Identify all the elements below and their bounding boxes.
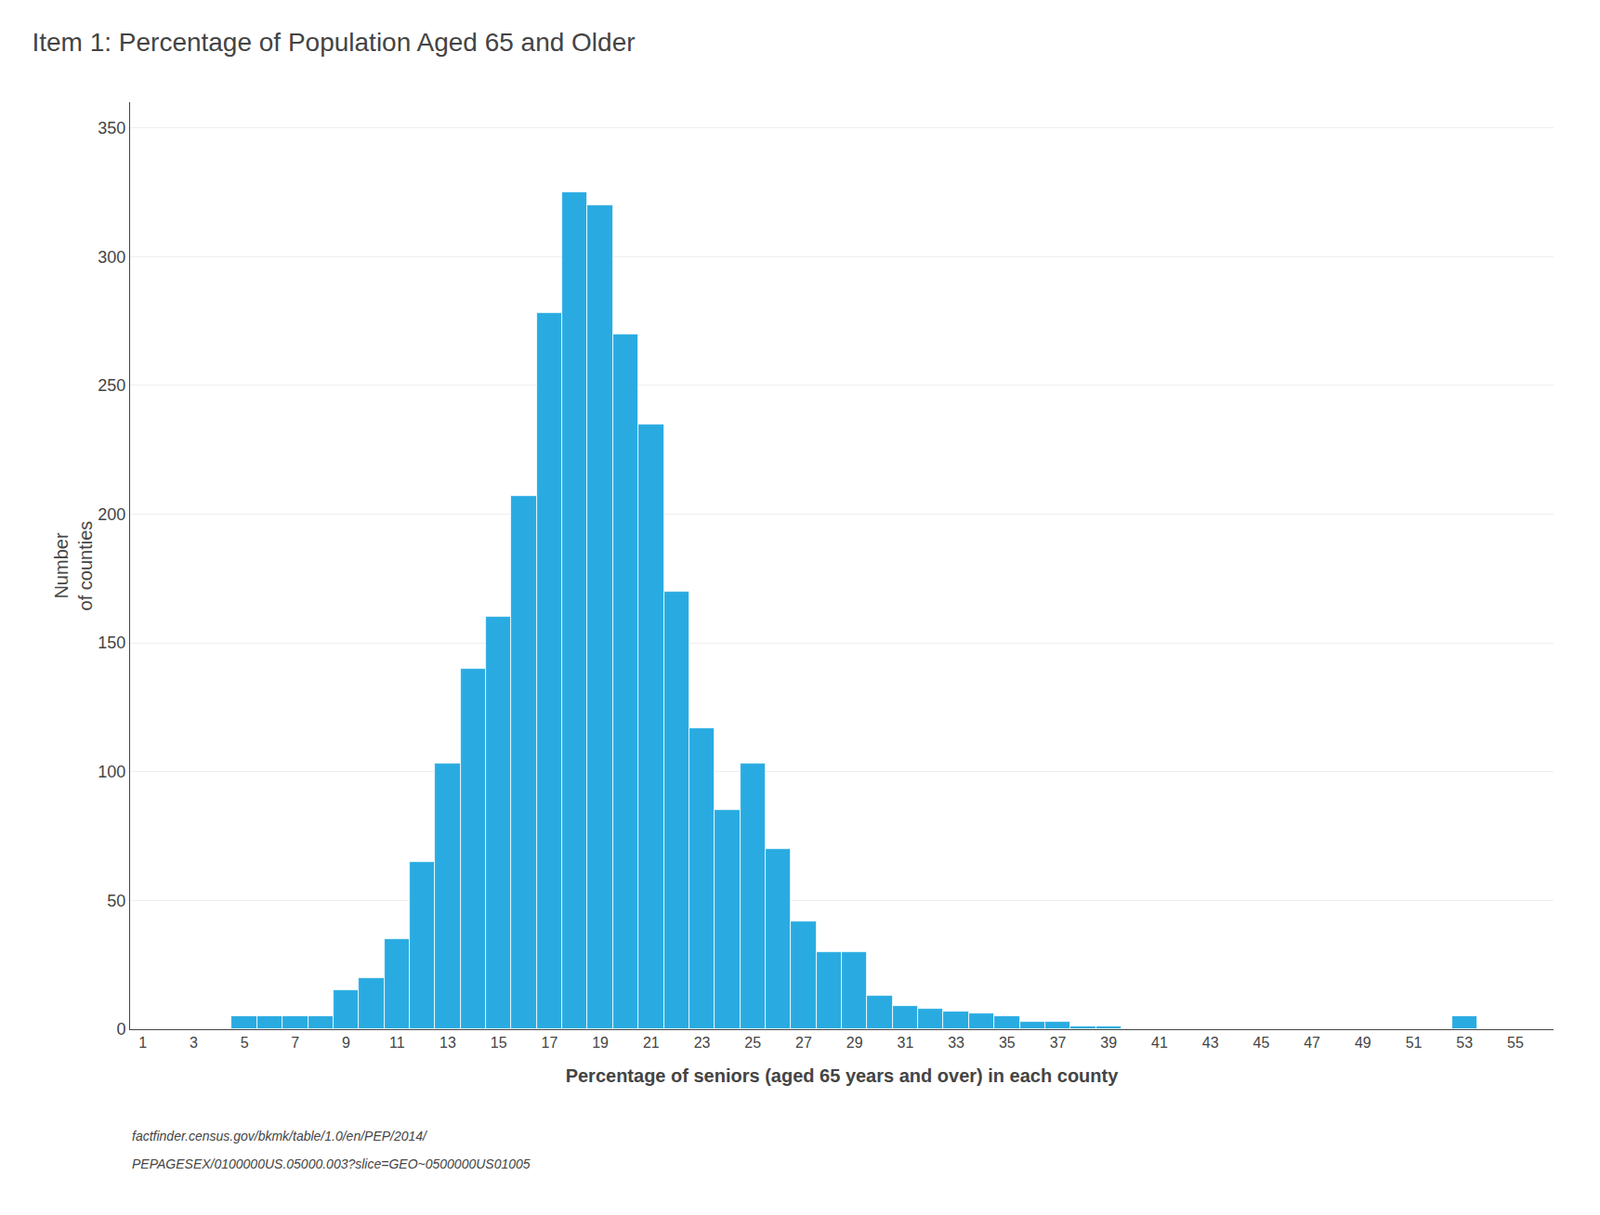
svg-text:5: 5 — [240, 1035, 250, 1051]
svg-text:350: 350 — [97, 118, 126, 138]
svg-text:53: 53 — [1455, 1035, 1473, 1051]
svg-text:17: 17 — [540, 1035, 558, 1051]
svg-text:50: 50 — [106, 891, 126, 911]
svg-text:factfinder.census.gov/bkmk/tab: factfinder.census.gov/bkmk/table/1.0/en/… — [131, 1128, 429, 1144]
svg-text:0: 0 — [116, 1020, 126, 1039]
svg-text:7: 7 — [290, 1035, 300, 1051]
svg-text:47: 47 — [1303, 1035, 1321, 1051]
svg-text:200: 200 — [97, 505, 126, 525]
svg-text:43: 43 — [1202, 1035, 1220, 1051]
svg-text:41: 41 — [1151, 1035, 1168, 1051]
svg-text:45: 45 — [1252, 1035, 1270, 1051]
svg-text:9: 9 — [341, 1035, 351, 1051]
svg-text:27: 27 — [795, 1035, 813, 1051]
svg-text:21: 21 — [642, 1035, 660, 1051]
svg-text:25: 25 — [744, 1035, 761, 1051]
svg-text:39: 39 — [1100, 1035, 1117, 1051]
svg-text:15: 15 — [490, 1035, 508, 1051]
svg-text:23: 23 — [694, 1035, 711, 1051]
svg-text:250: 250 — [97, 376, 126, 395]
svg-text:100: 100 — [97, 762, 126, 782]
svg-text:300: 300 — [97, 248, 126, 267]
svg-text:49: 49 — [1354, 1035, 1372, 1051]
svg-text:1: 1 — [138, 1035, 147, 1051]
svg-text:Item 1: Percentage of Populati: Item 1: Percentage of Population Aged 65… — [31, 27, 635, 57]
svg-text:13: 13 — [439, 1035, 457, 1051]
svg-text:35: 35 — [998, 1035, 1016, 1051]
svg-text:11: 11 — [389, 1035, 406, 1051]
svg-text:37: 37 — [1049, 1035, 1067, 1051]
svg-text:19: 19 — [591, 1035, 609, 1051]
svg-text:150: 150 — [97, 633, 126, 653]
svg-text:33: 33 — [947, 1035, 965, 1051]
svg-text:29: 29 — [846, 1035, 864, 1051]
svg-text:51: 51 — [1405, 1035, 1423, 1051]
svg-text:Percentage of seniors (aged 65: Percentage of seniors (aged 65 years and… — [565, 1065, 1120, 1087]
svg-text:3: 3 — [189, 1035, 198, 1051]
svg-text:Numberof counties: Numberof counties — [51, 521, 96, 612]
svg-text:31: 31 — [896, 1035, 914, 1051]
svg-text:PEPAGESEX/0100000US.05000.003?: PEPAGESEX/0100000US.05000.003?slice=GEO~… — [131, 1156, 531, 1172]
svg-text:55: 55 — [1507, 1035, 1524, 1051]
